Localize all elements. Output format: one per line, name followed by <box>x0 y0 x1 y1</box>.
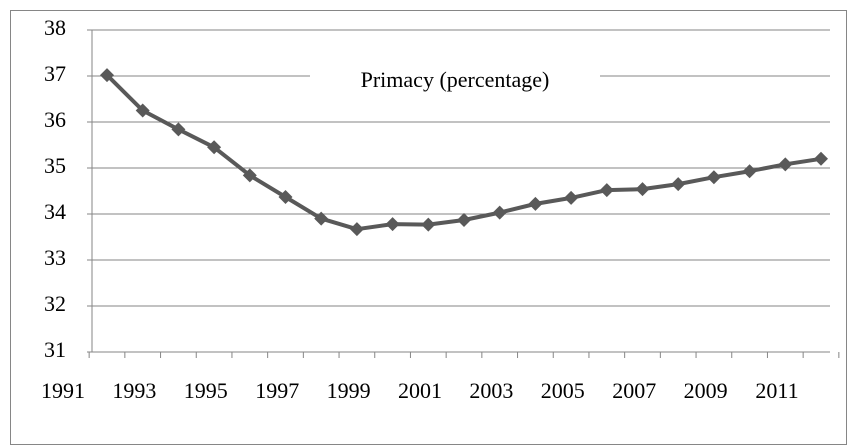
chart-title: Primacy (percentage) <box>361 67 550 92</box>
marker <box>528 196 543 211</box>
x-tick-label: 1999 <box>327 378 371 403</box>
x-tick-label: 2005 <box>541 378 585 403</box>
x-tick-label: 1997 <box>255 378 299 403</box>
marker <box>814 151 828 166</box>
x-tick-label: 2007 <box>612 378 656 403</box>
y-tick-label: 31 <box>44 337 66 362</box>
y-tick-label: 35 <box>44 153 66 178</box>
x-tick-label: 2011 <box>755 378 798 403</box>
marker <box>671 177 686 192</box>
marker <box>385 217 400 232</box>
marker <box>635 182 650 197</box>
marker <box>421 217 436 232</box>
x-tick-label: 2009 <box>684 378 728 403</box>
y-tick-label: 36 <box>44 107 66 132</box>
y-tick-label: 37 <box>44 61 66 86</box>
x-tick-label: 1991 <box>41 378 85 403</box>
marker <box>135 103 150 118</box>
x-tick-label: 1993 <box>112 378 156 403</box>
x-tick-label: 2003 <box>469 378 513 403</box>
marker <box>706 170 721 185</box>
marker <box>242 168 257 183</box>
y-tick-label: 38 <box>44 15 66 40</box>
marker <box>349 222 364 237</box>
marker <box>171 122 186 137</box>
marker <box>207 140 222 155</box>
marker <box>100 68 114 83</box>
y-tick-label: 34 <box>44 199 66 224</box>
y-tick-label: 32 <box>44 291 66 316</box>
marker <box>492 205 507 220</box>
marker <box>778 157 793 172</box>
marker <box>457 212 471 227</box>
title-background <box>310 62 600 102</box>
marker <box>599 183 614 198</box>
x-tick-label: 2001 <box>398 378 442 403</box>
marker <box>278 189 293 204</box>
marker <box>742 164 757 179</box>
x-tick-label: 1995 <box>184 378 228 403</box>
marker <box>564 190 579 205</box>
y-tick-label: 33 <box>44 245 66 270</box>
marker <box>314 211 329 226</box>
